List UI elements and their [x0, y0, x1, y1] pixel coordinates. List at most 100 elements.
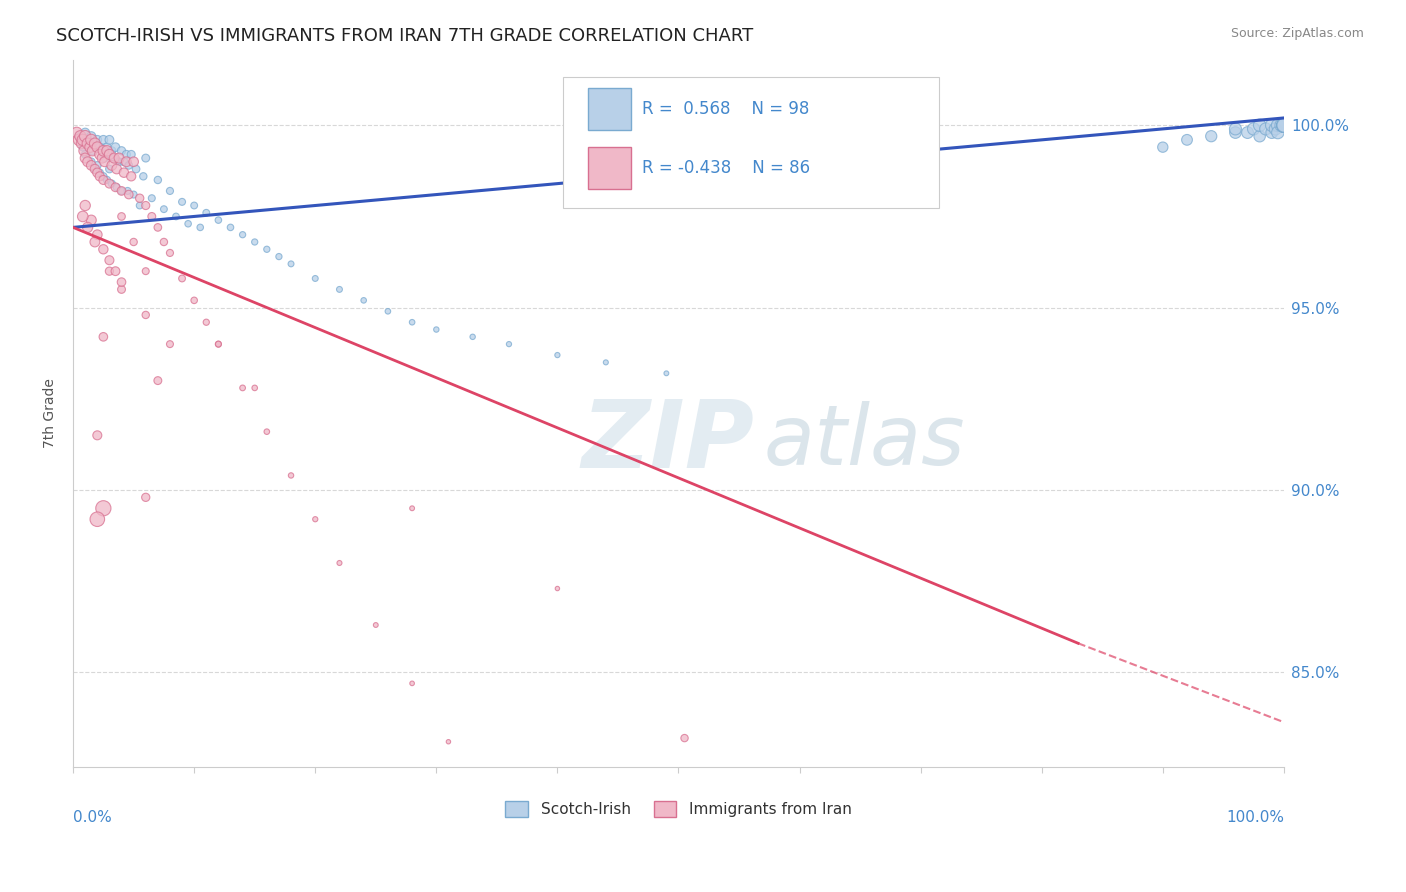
Point: [122, 187, 145, 202]
Point: [1272, 118, 1295, 132]
Point: [1261, 126, 1284, 140]
Point: [1152, 140, 1174, 154]
Point: [1270, 118, 1292, 132]
Point: [498, 337, 520, 351]
Point: [75, 129, 97, 144]
Point: [1272, 118, 1295, 132]
Point: [364, 618, 387, 632]
Point: [82, 144, 104, 158]
Point: [177, 217, 200, 231]
Point: [86, 512, 108, 526]
Point: [112, 166, 135, 180]
Point: [79, 140, 101, 154]
Point: [132, 169, 155, 184]
Point: [110, 184, 132, 198]
Point: [207, 337, 229, 351]
Point: [75, 198, 97, 212]
Point: [66, 126, 89, 140]
Text: 100.0%: 100.0%: [1226, 810, 1284, 825]
Point: [1249, 118, 1271, 132]
Point: [104, 140, 127, 154]
Point: [98, 264, 121, 278]
Point: [328, 282, 350, 296]
Point: [159, 337, 181, 351]
Point: [1249, 129, 1271, 144]
Point: [105, 180, 128, 194]
Point: [437, 735, 460, 749]
Point: [75, 126, 97, 140]
Point: [1261, 118, 1284, 132]
Point: [146, 374, 169, 388]
Point: [1225, 122, 1247, 136]
Point: [75, 147, 97, 161]
Point: [1272, 118, 1295, 132]
Point: [146, 173, 169, 187]
FancyBboxPatch shape: [588, 147, 631, 188]
Point: [125, 161, 148, 176]
Point: [146, 220, 169, 235]
Point: [72, 210, 94, 224]
Point: [1272, 118, 1295, 132]
Point: [83, 161, 105, 176]
Text: atlas: atlas: [763, 401, 965, 483]
Point: [110, 144, 132, 158]
Point: [655, 367, 678, 381]
Point: [141, 191, 163, 205]
Point: [135, 264, 157, 278]
Point: [110, 184, 132, 198]
Point: [219, 220, 242, 235]
Point: [1267, 126, 1289, 140]
Point: [83, 235, 105, 249]
Point: [76, 136, 98, 151]
Point: [93, 242, 115, 256]
Point: [165, 210, 187, 224]
Point: [98, 177, 121, 191]
Text: ZIP: ZIP: [582, 396, 755, 488]
Point: [73, 144, 96, 158]
Point: [1243, 122, 1265, 136]
Point: [83, 136, 105, 151]
Point: [101, 144, 124, 158]
Point: [183, 198, 205, 212]
Point: [135, 491, 157, 505]
Point: [120, 169, 142, 184]
Point: [128, 198, 150, 212]
Point: [93, 501, 115, 516]
Point: [86, 428, 108, 442]
Point: [69, 129, 91, 144]
Point: [103, 151, 125, 165]
Point: [304, 512, 326, 526]
Point: [104, 180, 127, 194]
Point: [80, 154, 103, 169]
Point: [595, 355, 617, 369]
FancyBboxPatch shape: [564, 78, 939, 208]
Point: [280, 257, 302, 271]
Point: [93, 144, 115, 158]
Point: [72, 133, 94, 147]
Point: [232, 227, 254, 242]
Point: [207, 213, 229, 227]
Text: R =  0.568    N = 98: R = 0.568 N = 98: [643, 100, 810, 119]
Point: [72, 140, 94, 154]
Point: [159, 184, 181, 198]
Text: R = -0.438    N = 86: R = -0.438 N = 86: [643, 159, 810, 177]
Point: [93, 154, 115, 169]
Point: [104, 264, 127, 278]
Point: [91, 151, 114, 165]
Point: [76, 220, 98, 235]
Point: [112, 154, 135, 169]
Point: [122, 235, 145, 249]
Point: [425, 322, 447, 336]
Point: [159, 246, 181, 260]
Point: [70, 136, 93, 151]
Point: [243, 235, 266, 249]
Point: [1267, 118, 1289, 132]
Point: [110, 275, 132, 289]
Point: [80, 133, 103, 147]
Point: [1264, 122, 1286, 136]
Point: [115, 154, 138, 169]
Point: [108, 151, 131, 165]
Point: [80, 213, 103, 227]
Point: [546, 348, 568, 362]
Point: [1272, 118, 1295, 132]
